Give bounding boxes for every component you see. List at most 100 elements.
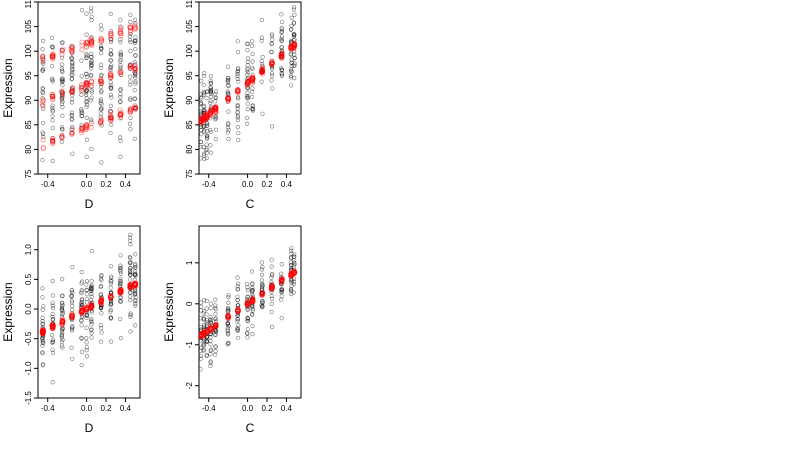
fitted-point [69, 311, 75, 317]
y-tick-label: 100 [185, 44, 194, 58]
observed-point [245, 319, 251, 324]
observed-point [89, 279, 94, 284]
fitted-point [98, 78, 104, 84]
observed-point [235, 326, 240, 331]
observed-point [108, 296, 113, 302]
fitted-point [199, 331, 205, 337]
observed-point [108, 130, 113, 136]
fitted-point [49, 53, 55, 60]
fitted-point [39, 330, 46, 337]
observed-point [204, 320, 209, 325]
observed-point [60, 326, 65, 332]
observed-point [235, 73, 240, 79]
fitted-point [83, 125, 89, 132]
fitted-point [259, 69, 265, 75]
fitted-point [132, 65, 138, 71]
observed-point [69, 72, 74, 77]
observed-point [127, 268, 133, 273]
observed-point [213, 297, 218, 302]
observed-point [118, 72, 123, 77]
observed-point [128, 31, 133, 37]
observed-point [289, 69, 294, 75]
fitted-point [79, 126, 85, 132]
fitted-point [249, 298, 255, 304]
observed-point [208, 81, 214, 86]
fitted-point [108, 73, 114, 79]
fitted-point [88, 303, 94, 309]
observed-point [133, 263, 138, 268]
fitted-point [269, 284, 275, 290]
fitted-point [279, 277, 285, 283]
fitted-point [50, 138, 56, 144]
fitted-point [79, 127, 85, 133]
fitted-point [213, 322, 219, 328]
observed-point [108, 29, 114, 34]
observed-point [235, 316, 240, 322]
fitted-point [60, 318, 66, 324]
observed-point [270, 37, 275, 42]
fitted-point [59, 91, 66, 97]
fitted-point [249, 296, 255, 303]
observed-point [40, 331, 45, 336]
fitted-point [212, 108, 218, 114]
fitted-point [213, 106, 219, 112]
observed-point [118, 65, 123, 70]
fitted-point [79, 309, 85, 315]
fitted-point [204, 112, 210, 118]
fitted-point [244, 81, 250, 87]
observed-point [202, 327, 207, 332]
observed-point [279, 289, 285, 294]
observed-point [250, 303, 255, 308]
fitted-point [69, 88, 75, 94]
fitted-point [259, 291, 265, 297]
observed-point [279, 19, 285, 25]
observed-point [109, 274, 114, 279]
observed-point [279, 30, 284, 35]
fitted-point [60, 46, 66, 52]
observed-point [269, 33, 274, 39]
fitted-point [50, 138, 56, 144]
observed-point [204, 339, 210, 344]
observed-point [259, 61, 265, 67]
fitted-point [279, 51, 285, 57]
observed-point [60, 47, 65, 53]
fitted-point [132, 106, 139, 112]
fitted-point [213, 109, 219, 115]
observed-point [260, 265, 265, 270]
fitted-point [199, 119, 204, 125]
fitted-point [50, 53, 56, 59]
observed-point [202, 115, 207, 120]
fitted-point [78, 85, 84, 91]
observed-point [204, 326, 210, 332]
observed-point [84, 345, 89, 350]
fitted-point [59, 317, 65, 323]
observed-point [40, 362, 46, 367]
fitted-point [235, 308, 241, 314]
observed-point [50, 293, 56, 298]
fitted-point [199, 117, 204, 123]
fitted-point [89, 39, 95, 45]
observed-point [269, 281, 274, 287]
observed-point [128, 313, 133, 318]
fitted-point [200, 116, 207, 123]
observed-point [127, 74, 133, 79]
fitted-point [127, 27, 134, 33]
observed-point [88, 98, 94, 103]
observed-point [84, 348, 89, 353]
observed-point [279, 281, 284, 287]
observed-point [118, 289, 123, 294]
observed-point [208, 342, 213, 347]
observed-point [128, 329, 133, 334]
fitted-point [201, 115, 207, 121]
fitted-point [201, 116, 208, 122]
observed-point [270, 324, 275, 330]
observed-point [50, 311, 55, 317]
observed-point [133, 53, 138, 58]
fitted-point [225, 95, 231, 101]
observed-point [235, 275, 240, 280]
observed-point [128, 298, 133, 303]
observed-point [269, 289, 274, 295]
observed-point [250, 332, 255, 337]
fitted-point [132, 282, 138, 288]
fitted-point [201, 116, 207, 122]
